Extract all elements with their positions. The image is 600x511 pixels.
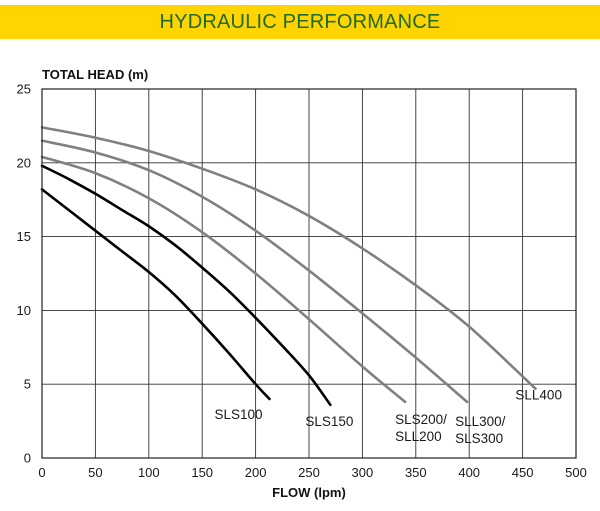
y-tick-label: 5: [24, 377, 31, 392]
series-label: SLS100: [214, 407, 262, 422]
series-label: SLL400: [515, 388, 562, 403]
series-line: [40, 155, 407, 404]
series-line: [40, 126, 537, 390]
x-tick-label: 150: [191, 465, 213, 480]
y-tick-label: 10: [17, 303, 31, 318]
x-tick-label: 350: [405, 465, 427, 480]
series-curves: [40, 126, 537, 407]
tick-labels: 0 50 100 150 200 250 300 350 400 450 500 0 5 10 15 20 25: [17, 82, 587, 481]
y-tick-label: 25: [17, 82, 31, 97]
series-label: SLS150: [305, 414, 353, 429]
y-tick-label: 0: [24, 451, 31, 466]
x-tick-label: 450: [512, 465, 534, 480]
x-tick-label: 50: [88, 465, 102, 480]
chart-title: HYDRAULIC PERFORMANCE: [159, 10, 441, 33]
series-line: [40, 139, 469, 404]
x-tick-label: 400: [458, 465, 480, 480]
x-tick-label: 500: [565, 465, 587, 480]
series-line: [40, 188, 271, 401]
plot-frame: [41, 88, 577, 459]
x-tick-label: 250: [298, 465, 320, 480]
y-tick-label: 15: [17, 229, 31, 244]
x-tick-label: 0: [38, 465, 45, 480]
x-axis-title: FLOW (lpm): [272, 485, 346, 500]
x-tick-label: 300: [352, 465, 374, 480]
series-label: SLL300/SLS300: [455, 414, 506, 446]
y-axis-title: TOTAL HEAD (m): [42, 67, 148, 82]
series-label: SLS200/SLL200: [395, 412, 447, 444]
x-tick-label: 200: [245, 465, 267, 480]
title-banner: HYDRAULIC PERFORMANCE: [0, 5, 600, 39]
y-tick-label: 20: [17, 155, 31, 170]
series-line: [40, 164, 332, 407]
x-tick-label: 100: [138, 465, 160, 480]
